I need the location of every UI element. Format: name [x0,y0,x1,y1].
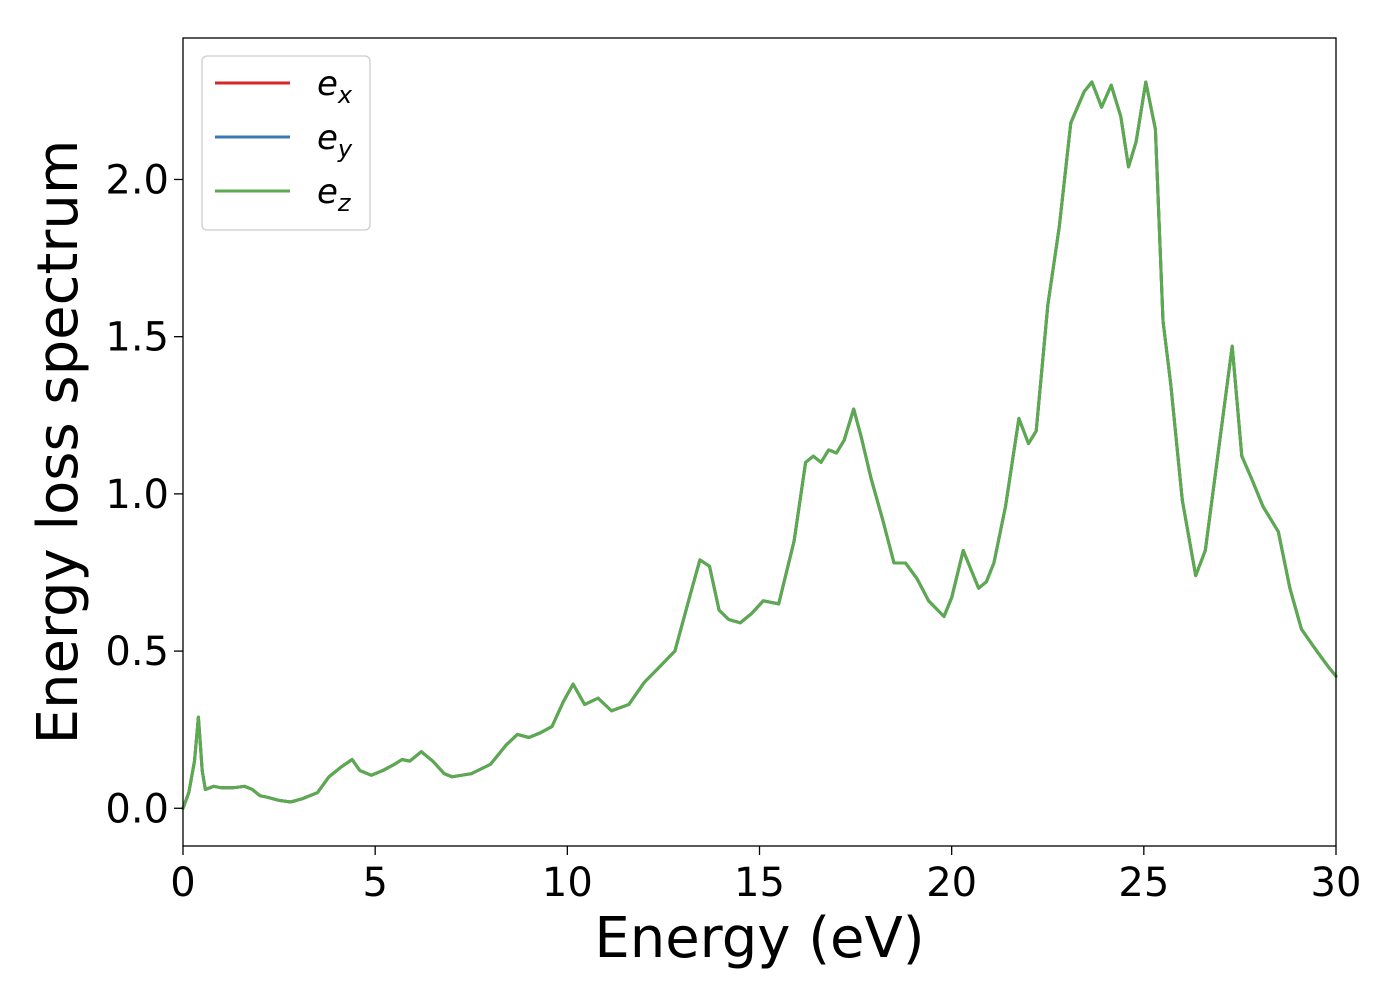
series-layer [181,80,1338,810]
y-tick-label: 0.5 [105,629,169,675]
y-tick-label: 1.5 [105,315,169,361]
legend-label-y: ey [317,118,353,163]
y-tick-label: 0.0 [105,786,169,832]
legend-label-z: ez [317,172,352,217]
legend: ex ey ez [201,55,371,231]
series-line-e-z [181,80,1338,810]
x-tick-label: 20 [926,860,977,906]
x-tick-label: 15 [734,860,785,906]
x-tick-label: 30 [1311,860,1362,906]
legend-box [201,55,371,231]
y-axis-ticks: 0.0 0.5 1.0 1.5 2.0 [105,157,183,832]
x-axis-ticks: 0 5 10 15 20 25 30 [170,846,1361,906]
x-tick-label: 25 [1118,860,1169,906]
legend-label-x: ex [317,64,353,109]
y-axis-label: Energy loss spectrum [26,140,91,745]
x-tick-label: 0 [170,860,195,906]
y-tick-label: 2.0 [105,157,169,203]
x-tick-label: 5 [362,860,387,906]
y-tick-label: 1.0 [105,472,169,518]
plot-background [183,38,1336,846]
x-axis-label: Energy (eV) [594,906,924,971]
x-tick-label: 10 [542,860,593,906]
